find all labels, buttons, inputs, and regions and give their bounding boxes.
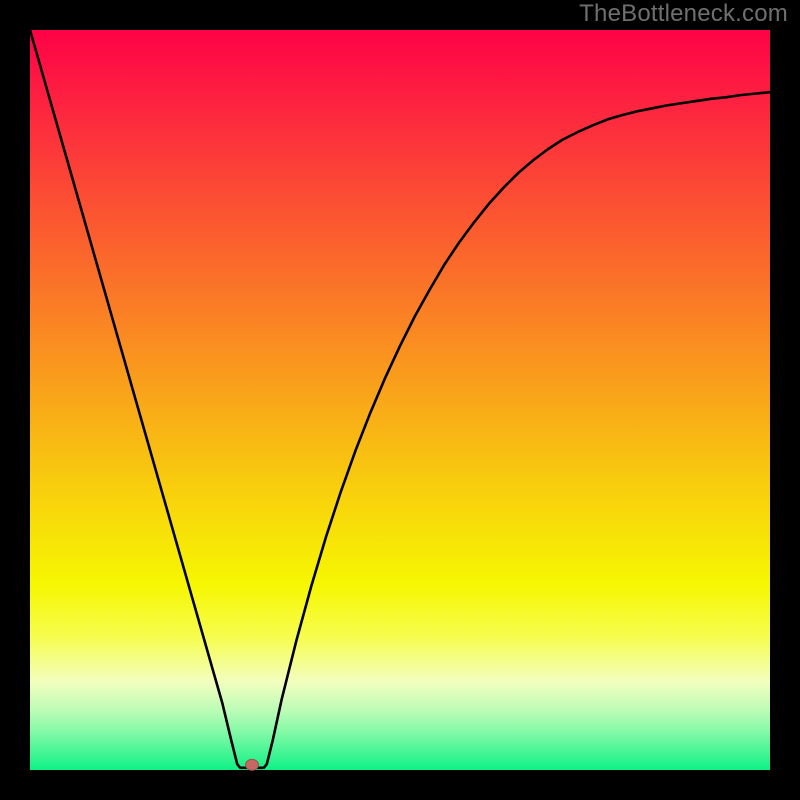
watermark-text: TheBottleneck.com [579,0,788,28]
bottleneck-chart [0,0,800,800]
chart-plot-background [30,30,770,770]
optimal-marker [246,759,259,770]
